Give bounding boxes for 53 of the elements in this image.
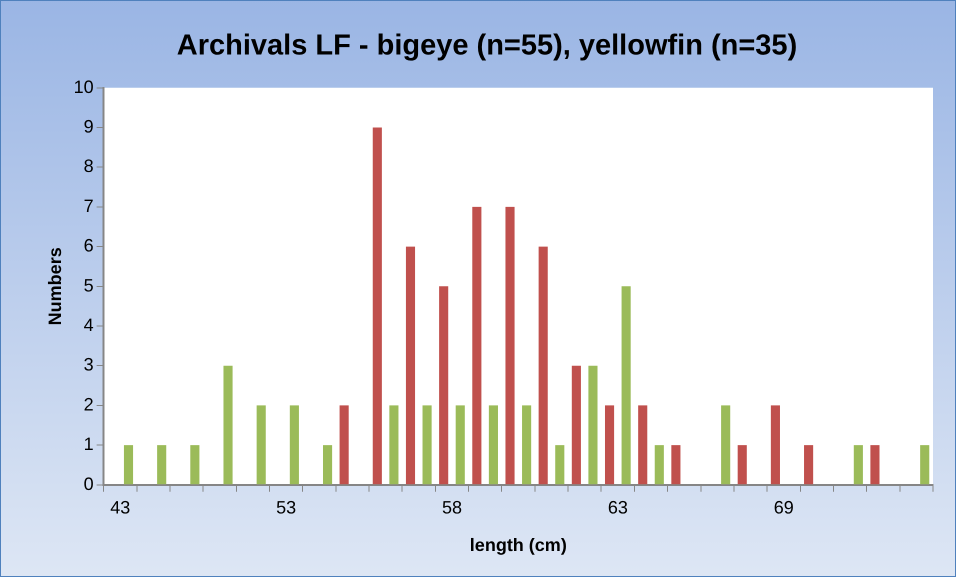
bar [439, 286, 448, 484]
chart-title: Archivals LF - bigeye (n=55), yellowfin (n=35) [176, 29, 798, 62]
y-tick-label: 5 [84, 275, 94, 296]
y-tick-label: 0 [84, 474, 94, 494]
y-tick-label: 4 [84, 314, 94, 335]
bar [671, 445, 680, 484]
bar [638, 405, 648, 484]
bar [588, 366, 598, 484]
y-tick-label: 3 [84, 354, 94, 375]
bar [622, 286, 631, 484]
x-tick-label: 53 [276, 498, 296, 518]
bar [389, 405, 398, 484]
y-tick-label: 6 [84, 236, 94, 256]
bar [256, 405, 266, 484]
bar [456, 405, 465, 484]
y-tick-label: 1 [84, 434, 94, 454]
bar [290, 405, 299, 484]
bar [770, 405, 780, 484]
x-axis-title: length (cm) [470, 535, 567, 556]
y-tick-label: 2 [84, 394, 94, 414]
y-tick-label: 7 [84, 196, 94, 216]
bar [721, 405, 730, 484]
bar [472, 206, 482, 484]
bar [223, 366, 233, 484]
bar [322, 445, 332, 484]
bar [372, 128, 382, 484]
bar [124, 445, 134, 484]
bar [340, 405, 349, 484]
bar [522, 405, 532, 484]
y-axis-title: Numbers [44, 247, 65, 326]
bar [870, 445, 880, 484]
bar [804, 445, 814, 484]
x-tick-label: 58 [442, 498, 462, 518]
bar [854, 445, 863, 484]
bar [488, 405, 498, 484]
y-tick-label: 10 [74, 76, 94, 97]
bar [157, 445, 166, 484]
bar [505, 206, 515, 484]
bar [538, 246, 548, 484]
y-tick-label: 9 [84, 116, 94, 136]
bar [422, 405, 432, 484]
bar [654, 445, 664, 484]
y-tick-label: 8 [84, 156, 94, 176]
bar [738, 445, 747, 484]
bar [190, 445, 200, 484]
x-tick-label: 43 [110, 498, 130, 518]
bar [604, 405, 614, 484]
bar [920, 445, 930, 484]
x-tick-label: 63 [608, 498, 628, 518]
bar [572, 366, 581, 484]
x-tick-label: 69 [774, 498, 794, 518]
bar [555, 445, 564, 484]
bar [406, 246, 416, 484]
